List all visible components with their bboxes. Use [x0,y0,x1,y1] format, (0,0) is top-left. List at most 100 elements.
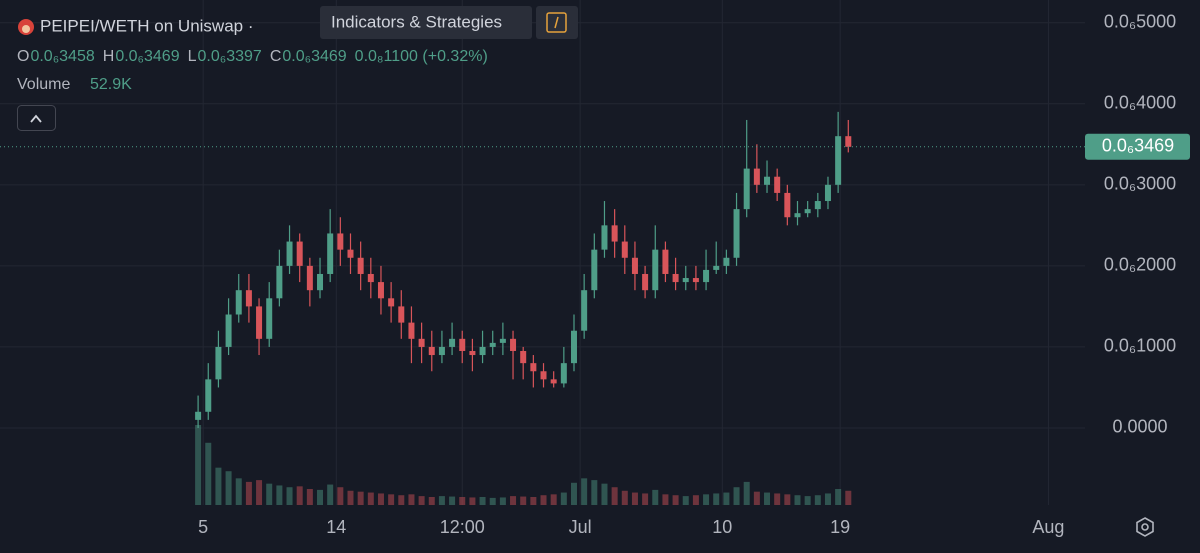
volume-bar [489,497,496,505]
x-tick-label: 12:00 [440,517,485,537]
volume-bar [408,494,415,505]
settings-icon[interactable] [1136,517,1154,537]
candle-body [560,363,567,384]
volume-bar [449,496,456,505]
candle-body [215,346,222,380]
candle-body [357,257,364,274]
candle-body [499,338,506,343]
candle-body [723,257,730,266]
candle-body [591,249,598,291]
volume-bar [642,493,649,505]
volume-bar [205,442,212,505]
volume-bar [499,497,506,505]
ohlc-label: L [188,48,197,65]
collapse-button[interactable] [17,105,56,131]
candle-body [449,338,456,347]
candle-body [824,184,831,202]
change-value: 0.0₈1100 (+0.32%) [355,48,488,65]
x-tick-label: 5 [198,517,208,537]
volume-value: 52.9K [90,76,132,93]
volume-bar [266,483,273,505]
volume-bar [256,480,263,505]
settings-icon-dot [1141,523,1149,531]
volume-bar [550,494,557,505]
last-price-label: 0.0₆3469 [1102,136,1174,156]
candle-body [774,176,781,193]
volume-bar [631,492,638,505]
y-tick-label: 0.0₆4000 [1104,93,1176,113]
volume-bar [540,495,547,505]
volume-bar [459,497,466,505]
y-tick-label: 0.0₆5000 [1104,11,1176,31]
candle-body [835,136,842,185]
volume-bar [764,492,771,505]
ohlc-row: O 0.0₆3458 H 0.0₆3469 L 0.0₆3397 C 0.0₆3469 0.0₈… [17,48,488,65]
volume-bar [327,484,334,505]
candle-body [570,330,577,364]
volume-bar [296,486,303,505]
candle-body [317,273,324,291]
tooltip-text[interactable]: Indicators & Strategies [331,12,502,31]
candle-body [530,363,537,372]
volume-bar [306,489,313,505]
volume-bar [682,496,689,505]
x-tick-label: Jul [569,517,592,537]
candle-body [469,350,476,356]
volume-bar [367,492,374,505]
candle-body [398,306,405,323]
volume-bar [469,497,476,505]
candle-body [266,298,273,339]
candle-body [845,136,852,147]
candle-body [764,176,771,185]
volume-bar [652,489,659,505]
candle-body [540,371,547,380]
candle-body [489,342,496,347]
script-icon [546,12,567,33]
volume-bar [357,491,364,505]
y-tick-label: 0.0₆3000 [1104,174,1176,194]
x-tick-label: 14 [326,517,346,537]
volume-bar [520,496,527,505]
candle-body [276,265,283,299]
volume-bar [601,483,608,505]
volume-bar [845,490,852,505]
y-tick-label: 0.0000 [1112,417,1167,437]
candle-body [327,233,334,274]
candle-body [195,411,202,420]
candle-body [743,168,750,210]
candle-body [459,338,466,351]
volume-bar [235,478,242,505]
candle-body [347,249,354,258]
tooltip [320,6,532,39]
candle-body [692,278,699,283]
candle-body [652,249,659,291]
volume-bar [662,494,669,505]
candle-body [337,233,344,250]
candle-body [601,225,608,250]
candle-body [682,278,689,283]
volume-bar [723,492,730,505]
x-tick-label: Aug [1032,517,1064,537]
volume-bar [530,497,537,505]
volume-label: Volume [17,76,70,93]
volume-bars [195,425,852,505]
volume-bar [743,481,750,505]
candle-body [296,241,303,266]
candle-body [642,273,649,291]
volume-bar [713,493,720,505]
candle-body [581,290,588,331]
volume-bar [337,487,344,505]
ohlc-label: O [17,48,29,65]
candle-body [784,192,791,218]
volume-bar [692,495,699,505]
candle-body [286,241,293,266]
ohlc-value: 0.0₆3469 [282,48,346,65]
candle-body [733,209,740,258]
volume-bar [317,489,324,505]
volume-bar [418,496,425,505]
volume-bar [428,497,435,505]
ohlc-label: C [270,48,282,65]
candle-body [631,257,638,274]
volume-bar [286,487,293,505]
